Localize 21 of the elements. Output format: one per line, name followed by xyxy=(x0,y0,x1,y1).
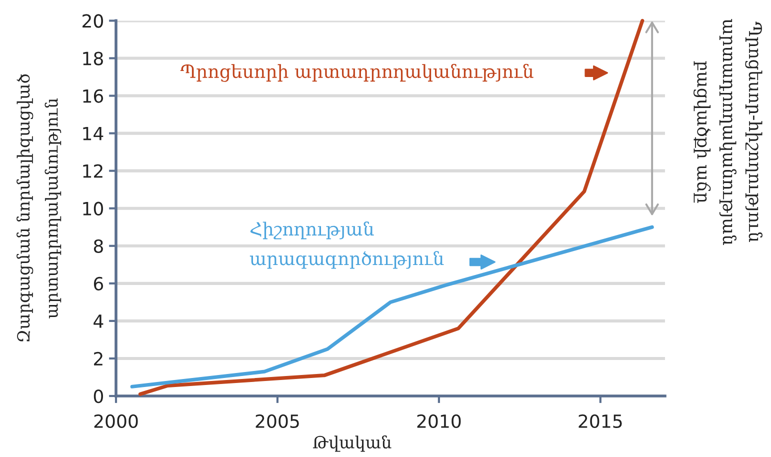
y-tick-label: 0 xyxy=(94,389,103,404)
x-axis-title: Թվական xyxy=(312,435,392,452)
y-tick-label: 2 xyxy=(94,352,102,366)
text: Պրոցեսոր-հիշողություն արտադրողականության բացվածքի աճը xyxy=(694,19,762,245)
text: Պրոցեսորի արտադրողականություն xyxy=(180,64,534,82)
y-tick-label: 12 xyxy=(83,164,102,178)
line-series xyxy=(138,18,644,396)
y-tick-label: 14 xyxy=(83,126,104,140)
y-tick-label: 18 xyxy=(83,52,103,66)
y-axis-title: Զարգացման նորմալիզացված արտադրողականություն xyxy=(16,74,62,342)
x-tick-label: 2015 xyxy=(578,414,622,428)
y-tick-label: 8 xyxy=(94,239,103,253)
series-label: Հիշողության արագագործություն xyxy=(250,221,444,269)
y-tick-label: 20 xyxy=(82,14,103,28)
y-tick-label: 10 xyxy=(83,202,103,216)
y-tick-label: 4 xyxy=(94,314,104,328)
y-tick-label: 6 xyxy=(94,276,104,291)
y-tick-label: 16 xyxy=(83,89,104,103)
x-tick-label: 2005 xyxy=(256,414,299,428)
x-tick-label: 2010 xyxy=(417,414,461,428)
x-tick-label: 2000 xyxy=(94,414,138,428)
